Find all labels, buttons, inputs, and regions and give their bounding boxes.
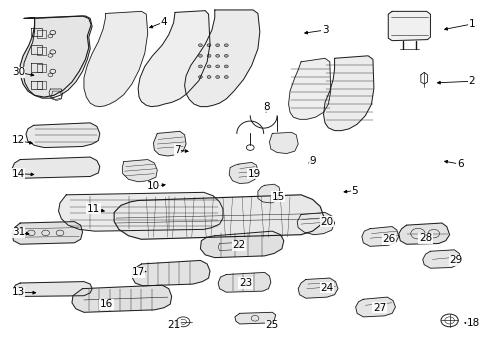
Polygon shape xyxy=(257,184,280,203)
Circle shape xyxy=(215,54,219,57)
Polygon shape xyxy=(218,273,270,292)
Text: 17: 17 xyxy=(131,267,144,278)
Text: 10: 10 xyxy=(146,181,160,192)
Circle shape xyxy=(224,54,228,57)
Polygon shape xyxy=(23,16,92,98)
Text: 27: 27 xyxy=(372,303,386,313)
Polygon shape xyxy=(26,123,100,148)
Polygon shape xyxy=(12,157,100,178)
Text: 3: 3 xyxy=(321,25,327,35)
Text: 13: 13 xyxy=(12,287,25,297)
Polygon shape xyxy=(297,212,334,235)
Polygon shape xyxy=(153,131,185,156)
Polygon shape xyxy=(422,250,460,268)
Polygon shape xyxy=(132,260,209,286)
Text: 18: 18 xyxy=(466,318,479,328)
Text: 16: 16 xyxy=(100,299,113,309)
Polygon shape xyxy=(269,132,298,154)
Polygon shape xyxy=(59,192,223,231)
Polygon shape xyxy=(14,282,92,296)
Circle shape xyxy=(198,65,202,68)
Polygon shape xyxy=(229,162,257,184)
Text: 29: 29 xyxy=(449,256,462,265)
Text: 19: 19 xyxy=(247,168,260,179)
Text: 1: 1 xyxy=(468,19,474,29)
Circle shape xyxy=(207,44,210,47)
Circle shape xyxy=(198,54,202,57)
Text: 4: 4 xyxy=(161,17,167,27)
Polygon shape xyxy=(12,222,82,244)
Text: 6: 6 xyxy=(456,159,463,169)
Polygon shape xyxy=(361,226,398,246)
Polygon shape xyxy=(184,10,259,107)
Text: 28: 28 xyxy=(418,233,431,243)
Polygon shape xyxy=(298,278,337,298)
Text: 21: 21 xyxy=(166,320,180,330)
Polygon shape xyxy=(323,56,373,131)
Circle shape xyxy=(224,44,228,47)
Circle shape xyxy=(215,65,219,68)
Circle shape xyxy=(207,65,210,68)
Text: 31: 31 xyxy=(12,227,25,237)
Polygon shape xyxy=(20,16,91,97)
Text: 7: 7 xyxy=(174,145,181,155)
Circle shape xyxy=(198,44,202,47)
Polygon shape xyxy=(84,12,147,107)
Circle shape xyxy=(207,76,210,78)
Text: 23: 23 xyxy=(238,278,252,288)
Polygon shape xyxy=(288,58,330,119)
Text: 14: 14 xyxy=(12,168,25,179)
Text: 22: 22 xyxy=(232,240,245,250)
Polygon shape xyxy=(355,297,395,317)
Polygon shape xyxy=(122,159,157,182)
Text: 20: 20 xyxy=(320,217,333,227)
Polygon shape xyxy=(398,223,448,244)
Circle shape xyxy=(215,76,219,78)
Circle shape xyxy=(215,44,219,47)
Text: 9: 9 xyxy=(308,156,315,166)
Text: 25: 25 xyxy=(265,320,278,330)
Text: 5: 5 xyxy=(351,186,357,195)
Polygon shape xyxy=(72,285,171,312)
Circle shape xyxy=(224,65,228,68)
Text: 8: 8 xyxy=(262,102,269,112)
Polygon shape xyxy=(200,231,283,258)
Polygon shape xyxy=(138,11,209,107)
Text: 30: 30 xyxy=(12,67,25,77)
Text: 26: 26 xyxy=(382,234,395,244)
Circle shape xyxy=(207,54,210,57)
Polygon shape xyxy=(114,195,323,239)
Text: 24: 24 xyxy=(320,283,333,293)
Polygon shape xyxy=(234,312,275,324)
Text: 2: 2 xyxy=(468,76,474,86)
Circle shape xyxy=(198,76,202,78)
Text: 11: 11 xyxy=(87,204,100,214)
Polygon shape xyxy=(387,12,429,41)
Text: 15: 15 xyxy=(271,192,284,202)
Text: 12: 12 xyxy=(12,135,25,145)
Circle shape xyxy=(224,76,228,78)
